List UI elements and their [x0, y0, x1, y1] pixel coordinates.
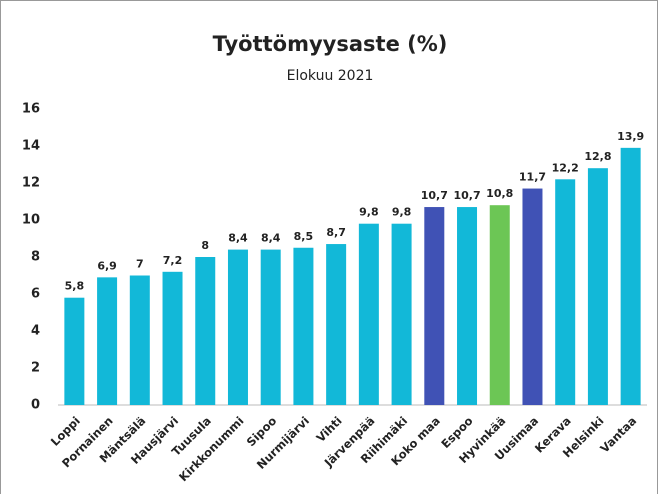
value-label: 8,4 — [261, 232, 281, 245]
y-tick-label: 14 — [22, 139, 40, 154]
y-tick-label: 12 — [22, 176, 40, 191]
y-tick-label: 4 — [31, 324, 40, 339]
y-tick-label: 6 — [31, 287, 40, 302]
bar — [195, 257, 216, 405]
value-label: 8 — [201, 239, 209, 252]
value-label: 7 — [136, 258, 144, 271]
value-label: 5,8 — [65, 280, 85, 293]
y-tick-label: 2 — [31, 361, 40, 376]
bar — [522, 188, 543, 405]
value-label: 8,7 — [326, 226, 346, 239]
value-label: 7,2 — [163, 254, 183, 267]
bar — [260, 249, 281, 405]
bar — [457, 207, 478, 405]
bar — [293, 247, 314, 405]
value-label: 12,2 — [552, 161, 579, 174]
value-label: 10,7 — [421, 189, 448, 202]
bar — [326, 244, 347, 405]
chart-title: Työttömyysaste (%) — [213, 32, 448, 56]
value-label: 10,8 — [486, 187, 513, 200]
y-tick-label: 8 — [31, 250, 40, 265]
bar — [97, 277, 118, 405]
bar — [391, 223, 412, 405]
value-label: 6,9 — [97, 259, 117, 272]
value-label: 12,8 — [584, 150, 611, 163]
y-tick-label: 0 — [31, 398, 40, 413]
bar — [587, 168, 608, 405]
y-tick-label: 10 — [22, 213, 40, 228]
value-label: 11,7 — [519, 171, 546, 184]
value-label: 9,8 — [359, 206, 379, 219]
bar — [424, 207, 445, 405]
value-label: 13,9 — [617, 130, 644, 143]
bar — [129, 275, 150, 405]
bar — [620, 147, 641, 405]
bar — [489, 205, 510, 405]
bar — [227, 249, 248, 405]
value-label: 10,7 — [453, 189, 480, 202]
x-tick-label: Vantaa — [597, 414, 639, 456]
bar — [162, 271, 183, 405]
bar — [358, 223, 379, 405]
bar — [64, 297, 85, 405]
value-label: 8,5 — [294, 230, 314, 243]
chart-subtitle: Elokuu 2021 — [287, 68, 374, 84]
value-label: 8,4 — [228, 232, 248, 245]
value-label: 9,8 — [392, 206, 412, 219]
y-tick-label: 16 — [22, 102, 40, 117]
bar — [555, 179, 576, 405]
